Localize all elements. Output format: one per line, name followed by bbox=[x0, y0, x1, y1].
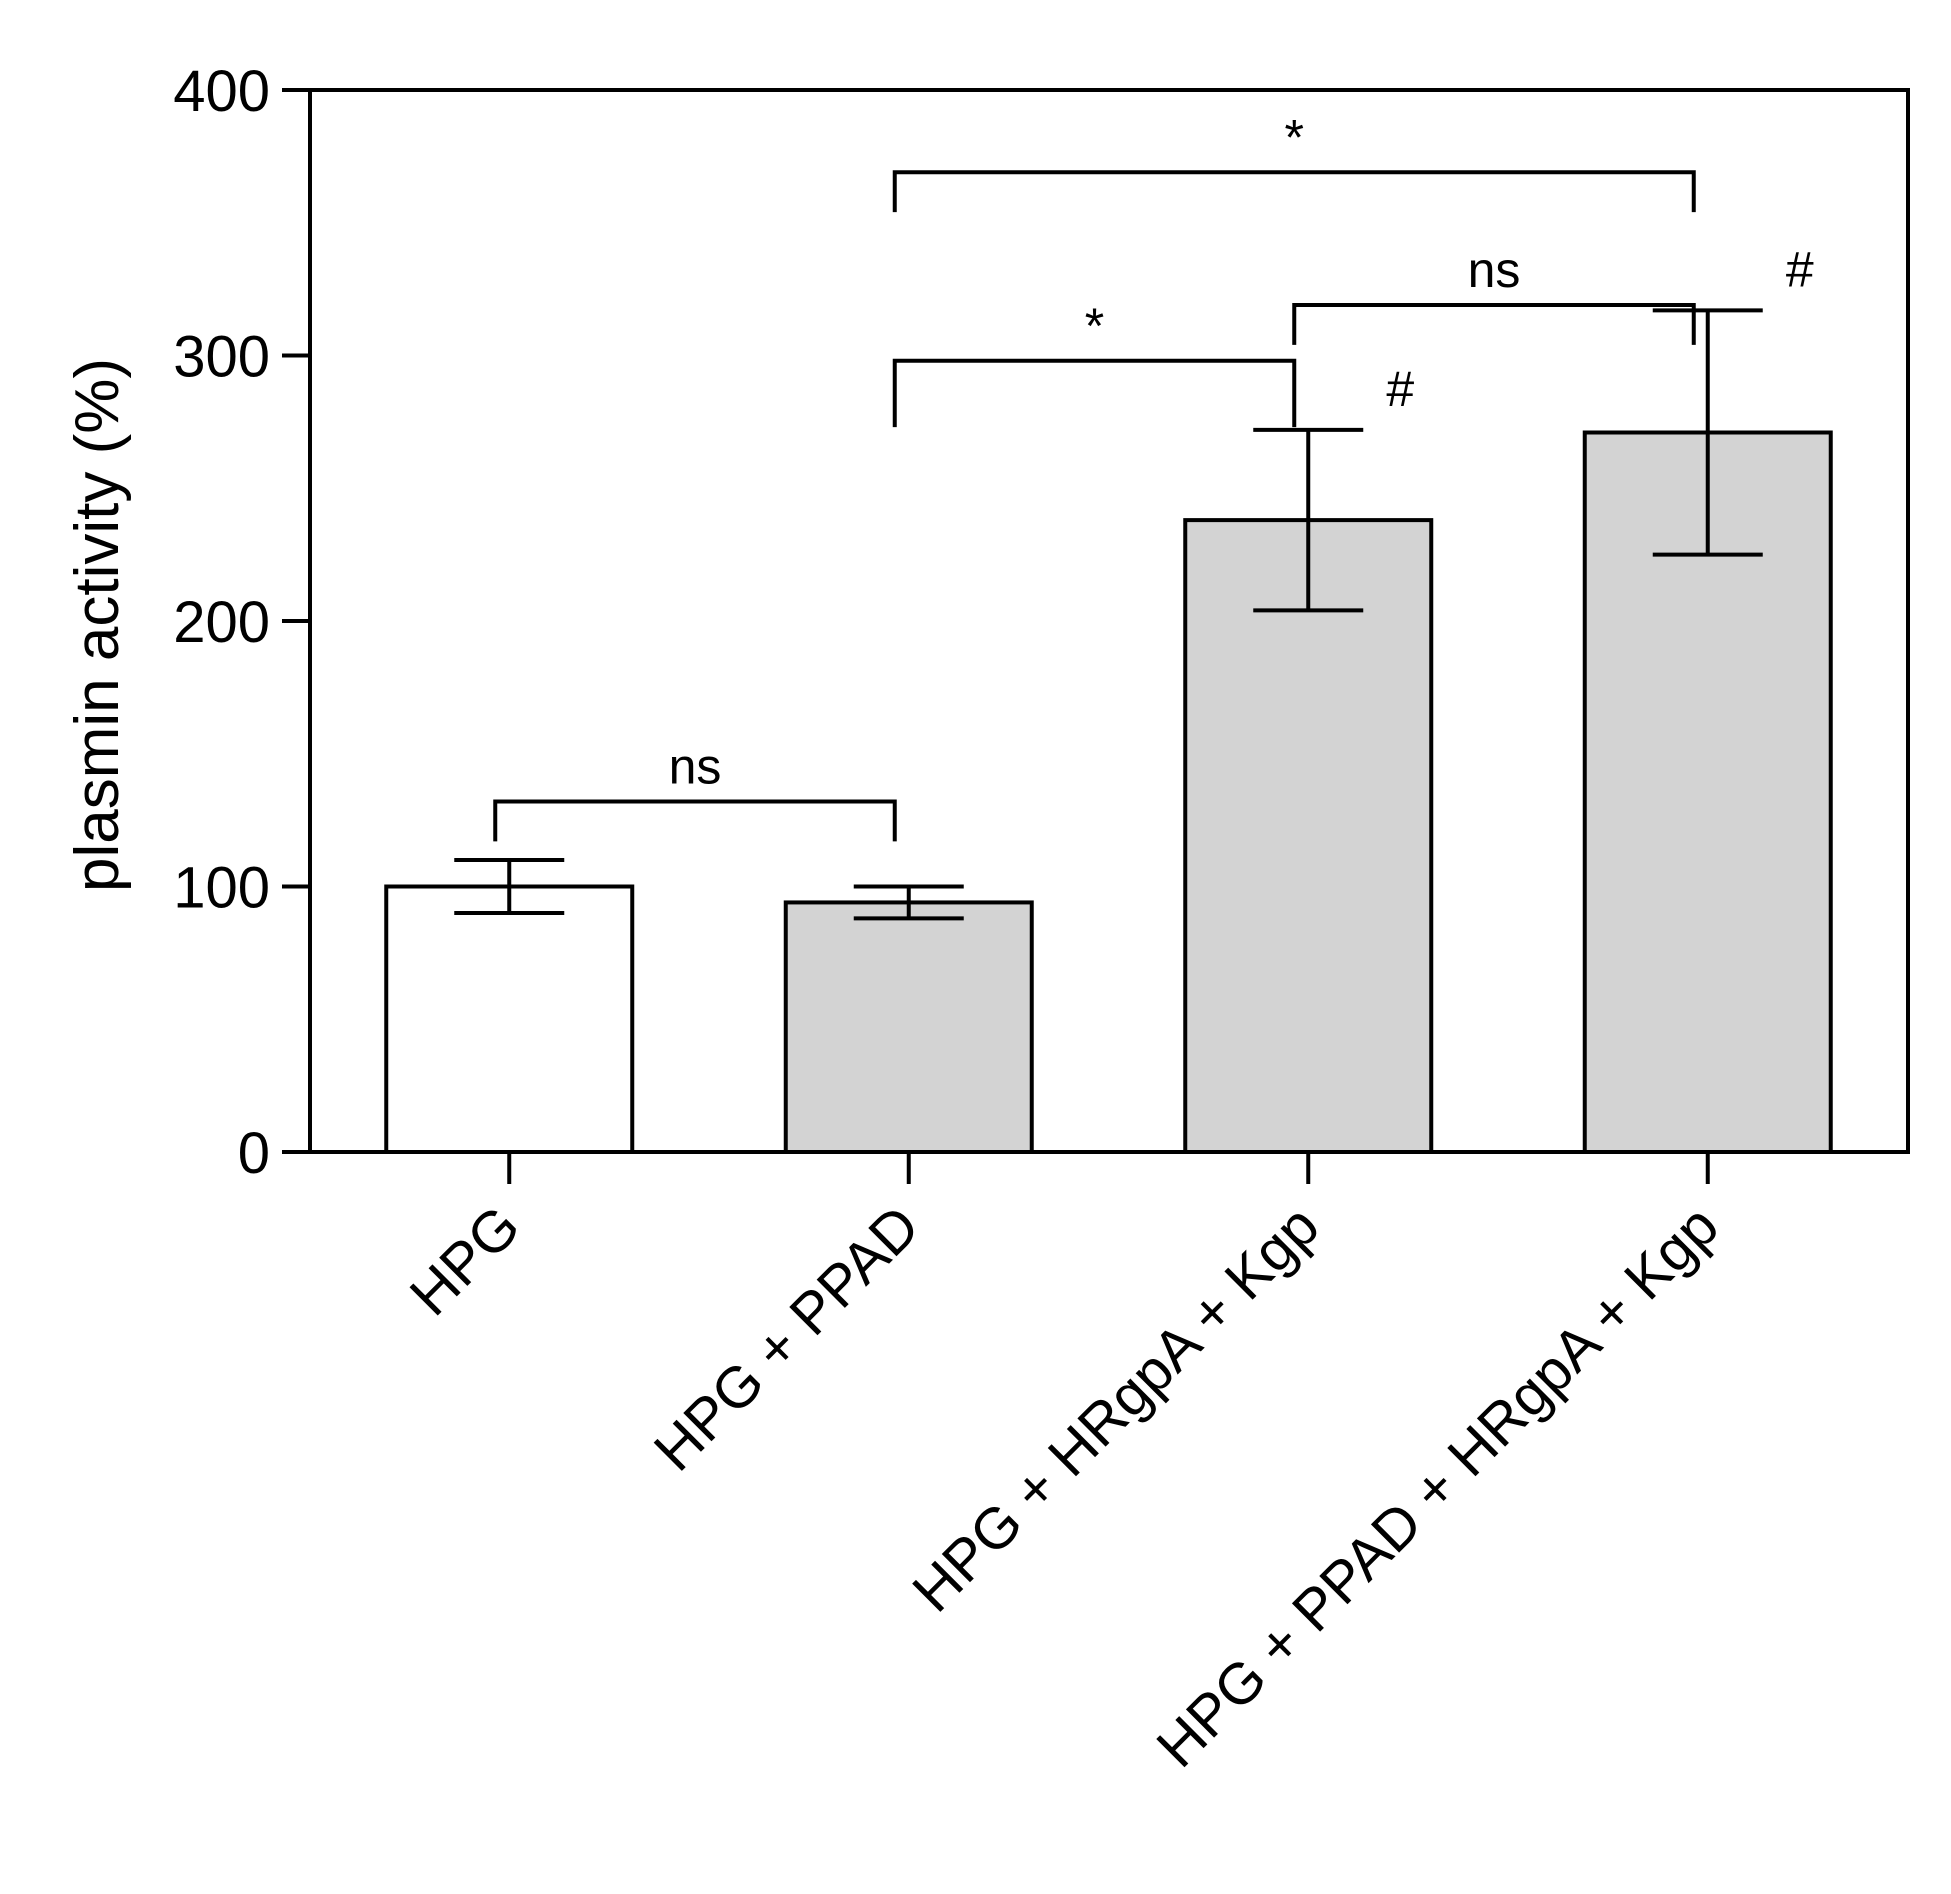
significance-marker: # bbox=[1786, 241, 1814, 297]
y-tick-label: 0 bbox=[238, 1121, 270, 1186]
comparison-label: * bbox=[1085, 298, 1104, 354]
x-tick-label: HPG + HRgpA + Kgp bbox=[900, 1193, 1331, 1624]
significance-brackets: ns * ns * bbox=[493, 109, 1696, 842]
y-tick-label: 400 bbox=[173, 59, 270, 124]
comparison-bracket bbox=[1292, 303, 1696, 345]
significance-marker: # bbox=[1386, 361, 1414, 417]
x-tick-label: HPG bbox=[398, 1193, 533, 1328]
y-tick-label: 200 bbox=[173, 590, 270, 655]
y-tick-label: 100 bbox=[173, 856, 270, 921]
comparison-bracket bbox=[493, 799, 897, 842]
bar bbox=[384, 884, 635, 1154]
y-axis-ticks: 0 100 200 300 400 bbox=[173, 59, 310, 1186]
bar bbox=[783, 900, 1034, 1154]
y-axis-label: plasmin activity (%) bbox=[63, 358, 132, 892]
y-tick-label: 300 bbox=[173, 325, 270, 390]
bars bbox=[384, 430, 1833, 1154]
comparison-label: ns bbox=[669, 739, 722, 795]
comparison-label: ns bbox=[1468, 242, 1521, 298]
significance-markers: ## bbox=[1386, 241, 1814, 416]
x-tick-label: HPG + PPAD bbox=[642, 1193, 932, 1483]
comparison-bracket bbox=[892, 170, 1696, 213]
bar bbox=[1183, 518, 1434, 1154]
comparison-bracket bbox=[892, 358, 1297, 428]
comparison-label: * bbox=[1285, 109, 1304, 165]
error-bars bbox=[454, 308, 1763, 921]
